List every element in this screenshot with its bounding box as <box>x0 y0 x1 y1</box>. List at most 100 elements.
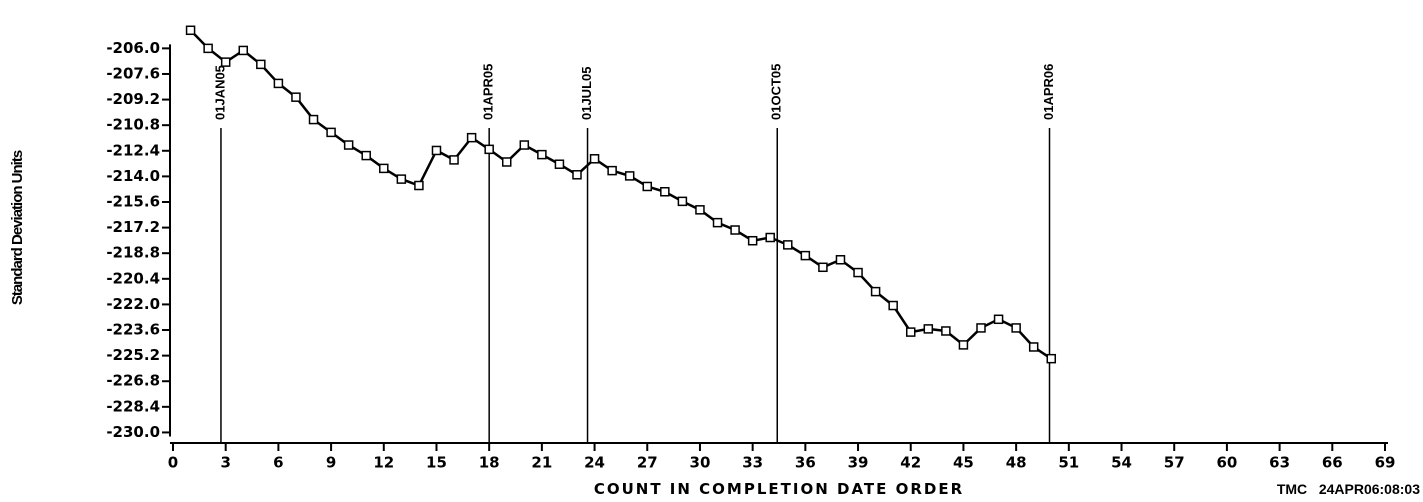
data-point <box>835 255 846 265</box>
x-tick-label: 21 <box>531 454 552 472</box>
data-point <box>519 140 530 150</box>
reference-label: 01APR06 <box>1041 64 1056 120</box>
data-point <box>993 314 1004 325</box>
y-tick-label: -226.8 <box>106 372 160 390</box>
data-point <box>291 92 301 102</box>
y-tick-label: -223.6 <box>106 321 160 339</box>
data-point <box>466 132 477 143</box>
reference-label: 01JUL05 <box>579 67 594 120</box>
data-point <box>958 340 969 350</box>
y-tick-label: -206.0 <box>106 39 160 57</box>
x-tick-label: 42 <box>900 454 921 472</box>
x-tick-label: 48 <box>1006 454 1027 472</box>
data-point <box>537 149 547 160</box>
data-point <box>220 57 231 67</box>
x-tick-label: 9 <box>326 454 336 472</box>
data-point <box>870 286 881 297</box>
data-point <box>818 262 828 273</box>
y-tick-label: -218.8 <box>106 244 160 262</box>
x-tick-label: 66 <box>1322 454 1343 472</box>
data-point <box>484 144 494 155</box>
data-point <box>747 235 758 246</box>
data-point <box>449 155 459 165</box>
data-point <box>554 159 565 169</box>
data-point <box>572 170 582 180</box>
x-tick-label: 36 <box>795 454 816 472</box>
y-axis-label: Standard Deviation Units <box>9 150 26 305</box>
data-point <box>853 267 863 278</box>
y-tick-label: -230.0 <box>106 423 160 441</box>
y-tick-label: -228.4 <box>106 397 160 415</box>
x-tick-label: 45 <box>953 454 974 472</box>
data-point <box>800 250 811 261</box>
data-point <box>765 232 775 243</box>
y-tick-label: -215.6 <box>106 192 160 210</box>
data-point <box>730 225 740 235</box>
data-point <box>185 25 196 36</box>
data-point <box>1046 353 1057 364</box>
data-point <box>783 240 793 250</box>
reference-label: 01OCT05 <box>769 64 784 120</box>
footnote: TMC 24APR06:08:03 <box>1277 481 1420 497</box>
reference-label: 01APR05 <box>481 64 496 120</box>
data-point <box>941 326 951 336</box>
data-point <box>431 145 442 156</box>
x-tick-label: 18 <box>479 454 500 472</box>
x-tick-label: 51 <box>1058 454 1079 472</box>
data-line <box>189 29 1052 360</box>
data-point <box>326 127 336 138</box>
y-tick-label: -220.4 <box>106 269 160 287</box>
y-tick-label: -207.6 <box>106 64 160 82</box>
y-tick-label: -210.8 <box>106 116 160 134</box>
data-point <box>607 165 617 176</box>
data-point <box>1011 323 1021 333</box>
x-tick-label: 69 <box>1375 454 1396 472</box>
y-tick-label: -222.0 <box>106 295 160 313</box>
data-point <box>976 323 986 333</box>
x-tick-label: 54 <box>1111 454 1132 472</box>
x-tick-label: 12 <box>373 454 394 472</box>
data-point <box>501 157 512 167</box>
data-point <box>642 181 653 192</box>
data-point <box>905 327 916 337</box>
data-point <box>379 163 389 174</box>
data-point <box>361 150 371 161</box>
x-tick-label: 30 <box>690 454 711 472</box>
data-point <box>695 205 705 215</box>
data-point <box>256 59 266 70</box>
x-tick-label: 39 <box>848 454 869 472</box>
y-tick-label: -214.0 <box>106 167 160 185</box>
data-point <box>589 154 600 164</box>
data-point <box>923 324 934 334</box>
data-point <box>203 43 213 54</box>
data-point <box>343 140 354 150</box>
y-tick-label: -209.2 <box>106 90 160 108</box>
x-tick-label: 63 <box>1269 454 1290 472</box>
x-tick-label: 3 <box>220 454 230 472</box>
x-tick-label: 0 <box>168 454 178 472</box>
data-point <box>660 187 670 197</box>
x-tick-label: 27 <box>637 454 658 472</box>
data-point <box>238 45 249 56</box>
y-tick-label: -217.2 <box>106 218 160 236</box>
data-point <box>712 217 723 228</box>
x-tick-label: 33 <box>742 454 763 472</box>
reference-label: 01JAN05 <box>212 65 227 120</box>
y-tick-label: -212.4 <box>106 141 160 159</box>
x-tick-label: 6 <box>273 454 283 472</box>
x-tick-label: 24 <box>584 454 605 472</box>
y-tick-label: -225.2 <box>106 346 160 364</box>
data-point <box>273 78 284 89</box>
x-tick-label: 57 <box>1164 454 1185 472</box>
x-tick-label: 15 <box>426 454 447 472</box>
data-point <box>888 300 898 311</box>
data-point <box>308 114 319 125</box>
data-point <box>624 171 635 181</box>
x-axis-label: COUNT IN COMPLETION DATE ORDER <box>594 480 964 498</box>
data-point <box>396 174 407 184</box>
data-point <box>1028 342 1039 352</box>
x-tick-label: 60 <box>1216 454 1237 472</box>
data-point <box>414 180 424 191</box>
data-point <box>677 196 688 207</box>
